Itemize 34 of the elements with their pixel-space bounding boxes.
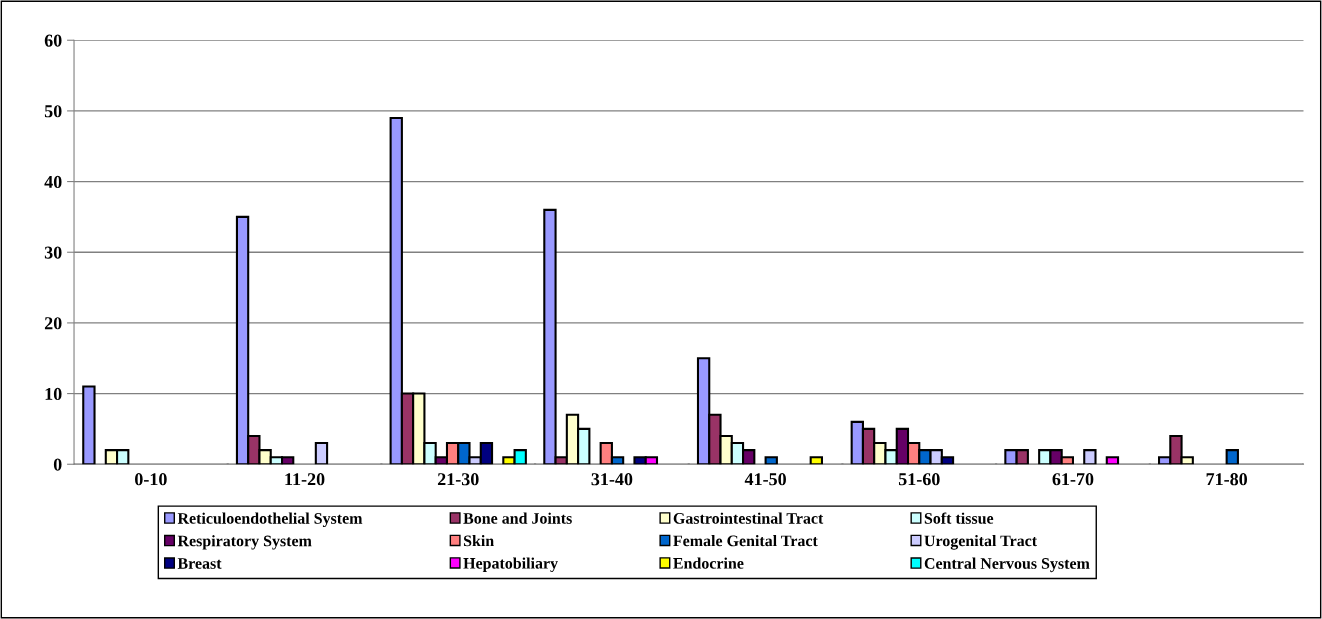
legend-label: Reticuloendothelial System bbox=[177, 512, 363, 528]
legend-label: Respiratory System bbox=[177, 535, 312, 550]
legend-label: Soft tissue bbox=[924, 512, 994, 524]
legend-label: Skin bbox=[463, 535, 494, 547]
bar bbox=[764, 456, 778, 465]
x-tick-label: 21-30 bbox=[437, 473, 479, 486]
y-tick-label: 0 bbox=[53, 458, 62, 471]
legend-label: Gastrointestinal Tract bbox=[673, 512, 824, 524]
y-tick-label: 10 bbox=[45, 387, 62, 401]
bar bbox=[1105, 456, 1120, 465]
legend-label: Hepatobiliary bbox=[463, 557, 558, 573]
legend-label: Bone and Joints bbox=[463, 512, 572, 524]
legend-label: Urogenital Tract bbox=[924, 535, 1038, 550]
x-tick-label: 71-80 bbox=[1206, 473, 1248, 486]
legend-label: Central Nervous System bbox=[924, 557, 1090, 573]
x-tick-label: 51-60 bbox=[898, 473, 940, 486]
y-tick-label: 20 bbox=[44, 317, 62, 330]
x-tick-label: 61-70 bbox=[1052, 473, 1094, 486]
x-tick-label: 11-20 bbox=[285, 473, 325, 486]
x-tick-label: 31-40 bbox=[591, 473, 633, 486]
y-tick-label: 50 bbox=[44, 105, 62, 118]
bar bbox=[82, 385, 96, 465]
bar bbox=[1225, 449, 1239, 465]
bar bbox=[809, 456, 823, 465]
y-tick-label: 60 bbox=[44, 34, 62, 47]
x-tick-label: 41-50 bbox=[744, 473, 786, 486]
y-tick-label: 30 bbox=[44, 246, 62, 259]
bar bbox=[1083, 449, 1097, 465]
legend-label: Female Genital Tract bbox=[673, 535, 818, 547]
bar bbox=[314, 442, 329, 465]
legend-label: Endocrine bbox=[673, 557, 744, 569]
x-tick-label: 0-10 bbox=[135, 473, 167, 486]
y-tick-label: 40 bbox=[44, 175, 62, 189]
legend-label: Breast bbox=[177, 558, 222, 569]
